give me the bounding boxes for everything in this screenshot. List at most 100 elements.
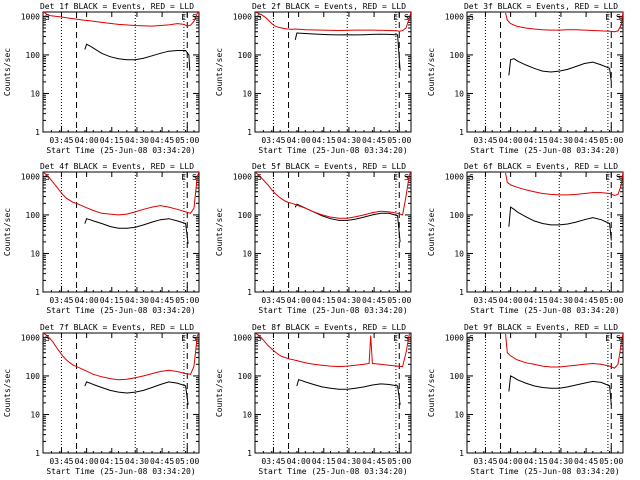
- y-axis-label: Counts/sec: [215, 208, 224, 256]
- events-data-point: [187, 404, 189, 405]
- lld-data-point: [363, 363, 365, 365]
- x-tick-label: 04:15: [312, 136, 336, 145]
- lld-data-point: [43, 12, 44, 13]
- events-data-point: [313, 33, 315, 35]
- lld-data-point: [398, 30, 400, 32]
- x-tick-label: 04:30: [549, 457, 573, 466]
- plot-frame: [466, 171, 624, 293]
- x-axis-label: Start Time (25-Jun-08 03:34:20): [258, 467, 407, 476]
- lld-data-point: [609, 365, 610, 367]
- events-data-point: [600, 382, 602, 383]
- events-data-point: [188, 54, 190, 56]
- lld-data-point: [274, 25, 276, 27]
- events-data-point: [330, 34, 331, 36]
- lld-data-point: [330, 365, 331, 367]
- events-data-point: [101, 223, 103, 224]
- end-marker-label: E: [181, 13, 186, 22]
- lld-data-point: [168, 369, 170, 371]
- lld-data-point: [264, 341, 266, 343]
- lld-data-point: [109, 378, 111, 379]
- lld-data-point: [281, 198, 283, 200]
- lld-data-point: [176, 208, 178, 210]
- lld-data-point: [609, 193, 610, 194]
- lld-data-point: [505, 12, 506, 14]
- lld-data-point: [558, 194, 560, 196]
- events-data-point: [151, 221, 153, 223]
- events-data-point: [508, 390, 510, 392]
- lld-data-point: [278, 354, 279, 355]
- lld-data-point: [584, 193, 585, 194]
- lld-data-point: [516, 186, 518, 188]
- events-data-point: [513, 208, 515, 210]
- x-tick-label: 05:00: [387, 457, 411, 466]
- x-tick-label: 04:30: [337, 136, 361, 145]
- lld-data-point: [533, 363, 535, 365]
- lld-data-point: [313, 363, 315, 365]
- events-data-point: [380, 212, 382, 214]
- lld-data-point: [281, 356, 283, 357]
- y-tick-label: 1000: [233, 333, 252, 342]
- x-tick-label: 04:00: [75, 296, 99, 305]
- events-data-point: [609, 67, 610, 69]
- x-tick-label: 04:00: [287, 296, 311, 305]
- events-data-point: [109, 226, 111, 227]
- lld-data-point: [402, 30, 403, 31]
- y-tick-label: 10: [454, 89, 464, 98]
- x-tick-label: 04:00: [287, 457, 311, 466]
- events-data-point: [168, 50, 170, 52]
- lld-data-point: [558, 29, 560, 31]
- x-tick-label: 04:45: [362, 296, 386, 305]
- lld-data-point: [43, 172, 44, 173]
- events-data-point: [355, 387, 356, 389]
- events-data-point: [185, 223, 187, 224]
- x-tick-label: 04:15: [100, 457, 124, 466]
- lld-data-point: [84, 206, 86, 208]
- lld-data-point: [261, 14, 263, 16]
- x-tick-label: 03:45: [261, 457, 285, 466]
- chart-panel: Det 2f BLACK = Events, RED = LLD 1 10 100 10…: [215, 2, 412, 155]
- events-data-point: [160, 52, 161, 54]
- lld-data-point: [278, 196, 279, 197]
- start-marker-label: S: [192, 334, 197, 343]
- lld-series-line: [43, 333, 199, 381]
- events-data-point: [558, 224, 560, 226]
- lld-data-point: [510, 184, 511, 186]
- y-tick-label: 1000: [233, 12, 252, 21]
- x-tick-label: 05:00: [387, 136, 411, 145]
- start-marker-label: S: [404, 13, 409, 22]
- events-data-point: [313, 384, 315, 385]
- start-marker-label: S: [192, 13, 197, 22]
- y-axis-label: Counts/sec: [215, 48, 224, 96]
- events-data-point: [330, 218, 331, 220]
- events-data-point: [399, 69, 401, 71]
- events-data-point: [525, 382, 527, 384]
- lld-data-point: [271, 23, 273, 24]
- events-data-point: [92, 220, 94, 222]
- events-data-point: [176, 382, 178, 384]
- events-data-point: [321, 34, 323, 35]
- events-data-point: [610, 239, 612, 241]
- lld-series-line: [255, 172, 411, 219]
- lld-data-point: [372, 363, 373, 364]
- lld-data-point: [196, 12, 198, 14]
- start-marker-label: S: [404, 173, 409, 182]
- events-data-point: [372, 384, 373, 386]
- events-data-point: [160, 384, 161, 385]
- events-data-point: [600, 64, 602, 66]
- lld-data-point: [600, 30, 602, 32]
- y-tick-label: 100: [450, 51, 465, 60]
- events-data-point: [558, 387, 560, 389]
- lld-data-point: [92, 373, 94, 375]
- events-data-point: [372, 214, 373, 216]
- lld-data-point: [584, 363, 585, 365]
- chart-title: Det 3f BLACK = Events, RED = LLD: [464, 2, 618, 11]
- x-tick-label: 04:15: [524, 457, 548, 466]
- end-marker-label: E: [393, 173, 398, 182]
- lld-data-point: [264, 16, 266, 18]
- chart-title: Det 5f BLACK = Events, RED = LLD: [252, 162, 406, 171]
- y-tick-label: 1: [35, 449, 40, 458]
- plot-frame: [42, 332, 200, 454]
- events-data-point: [508, 226, 510, 227]
- events-data-point: [296, 32, 298, 34]
- events-data-point: [575, 384, 577, 386]
